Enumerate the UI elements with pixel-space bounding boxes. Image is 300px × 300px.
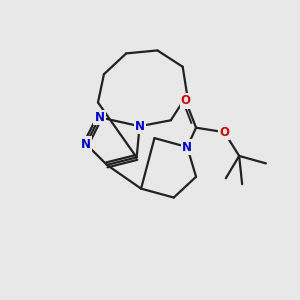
Text: N: N: [94, 111, 104, 124]
Text: N: N: [135, 120, 145, 133]
Text: O: O: [219, 126, 229, 139]
Text: N: N: [182, 140, 192, 154]
Text: N: N: [81, 138, 91, 151]
Text: O: O: [181, 94, 191, 107]
